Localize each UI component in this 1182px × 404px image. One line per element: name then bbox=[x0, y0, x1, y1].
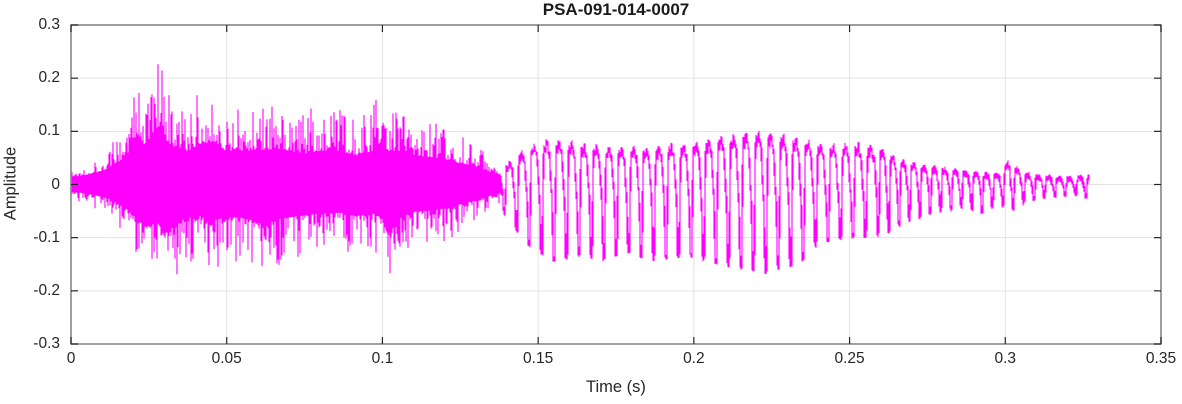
y-tick-label: -0.3 bbox=[33, 335, 60, 352]
chart-title: PSA-091-014-0007 bbox=[542, 0, 690, 19]
y-tick-label: 0 bbox=[51, 175, 60, 193]
x-tick-label: 0.25 bbox=[834, 350, 865, 367]
x-tick-label: 0.3 bbox=[994, 350, 1017, 367]
y-tick-label: 0.3 bbox=[38, 16, 60, 33]
x-axis-label: Time (s) bbox=[586, 378, 646, 396]
waveform-path bbox=[70, 64, 1090, 275]
y-tick-label: 0.1 bbox=[38, 122, 60, 140]
x-tick-label: 0.15 bbox=[523, 350, 554, 367]
y-tick-label: 0.2 bbox=[38, 69, 60, 87]
x-tick-label: 0.35 bbox=[1145, 350, 1177, 367]
y-tick-label: -0.2 bbox=[33, 281, 60, 299]
x-tick-label: 0.1 bbox=[371, 350, 394, 367]
x-tick-label: 0 bbox=[66, 350, 76, 367]
x-tick-label: 0.05 bbox=[211, 350, 242, 367]
y-tick-label: -0.1 bbox=[33, 228, 60, 246]
x-tick-label: 0.2 bbox=[683, 350, 705, 367]
